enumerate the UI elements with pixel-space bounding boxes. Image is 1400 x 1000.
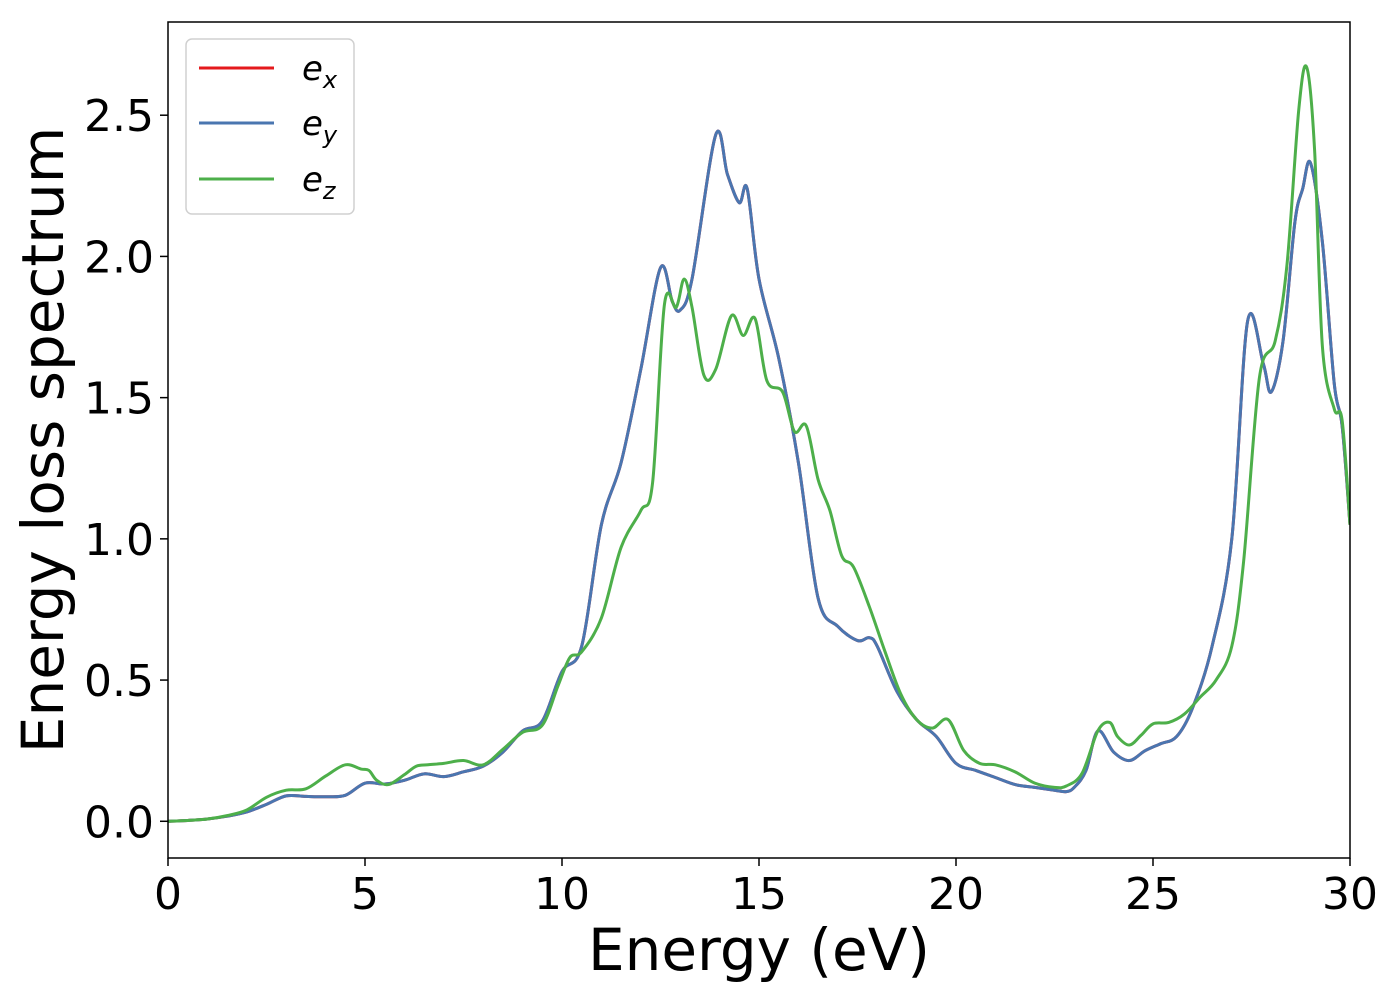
x-tick-label: 15: [731, 869, 787, 920]
y-tick-label: 2.0: [84, 232, 154, 283]
legend-label-ez: ez: [302, 160, 337, 205]
legend-base-ez: e: [302, 160, 323, 200]
x-tick-label: 0: [154, 869, 182, 920]
series-line-ey: [168, 129, 1350, 823]
y-tick-label: 1.0: [84, 515, 154, 566]
y-tick-label: 0.0: [84, 797, 154, 848]
legend-sub-ex: x: [322, 66, 338, 94]
legend-label-ey: ey: [302, 104, 338, 149]
legend-base-ex: e: [302, 49, 323, 89]
legend-box: [185, 38, 355, 215]
legend-sub-ey: y: [322, 121, 338, 149]
series-line-ez: [168, 64, 1350, 823]
x-tick-label: 25: [1125, 869, 1181, 920]
y-axis-ticks: 0.0 0.5 1.0 1.5 2.0 2.5: [84, 91, 168, 848]
y-axis-label: Energy loss spectrum: [9, 127, 77, 753]
legend-sub-ez: z: [322, 177, 337, 205]
x-tick-label: 30: [1322, 869, 1378, 920]
y-tick-label: 0.5: [84, 656, 154, 707]
x-tick-label: 20: [928, 869, 984, 920]
legend: ex ey ez: [185, 38, 355, 215]
legend-label-ex: ex: [302, 49, 338, 94]
x-tick-label: 10: [534, 869, 590, 920]
x-axis-ticks: 0 5 10 15 20 25 30: [154, 858, 1378, 920]
y-tick-label: 1.5: [84, 374, 154, 425]
x-tick-label: 5: [351, 869, 379, 920]
series-layer: [168, 64, 1350, 823]
x-axis-label: Energy (eV): [588, 916, 930, 984]
y-tick-label: 2.5: [84, 91, 154, 142]
legend-base-ey: e: [302, 104, 323, 144]
series-line-ex: [168, 129, 1350, 823]
